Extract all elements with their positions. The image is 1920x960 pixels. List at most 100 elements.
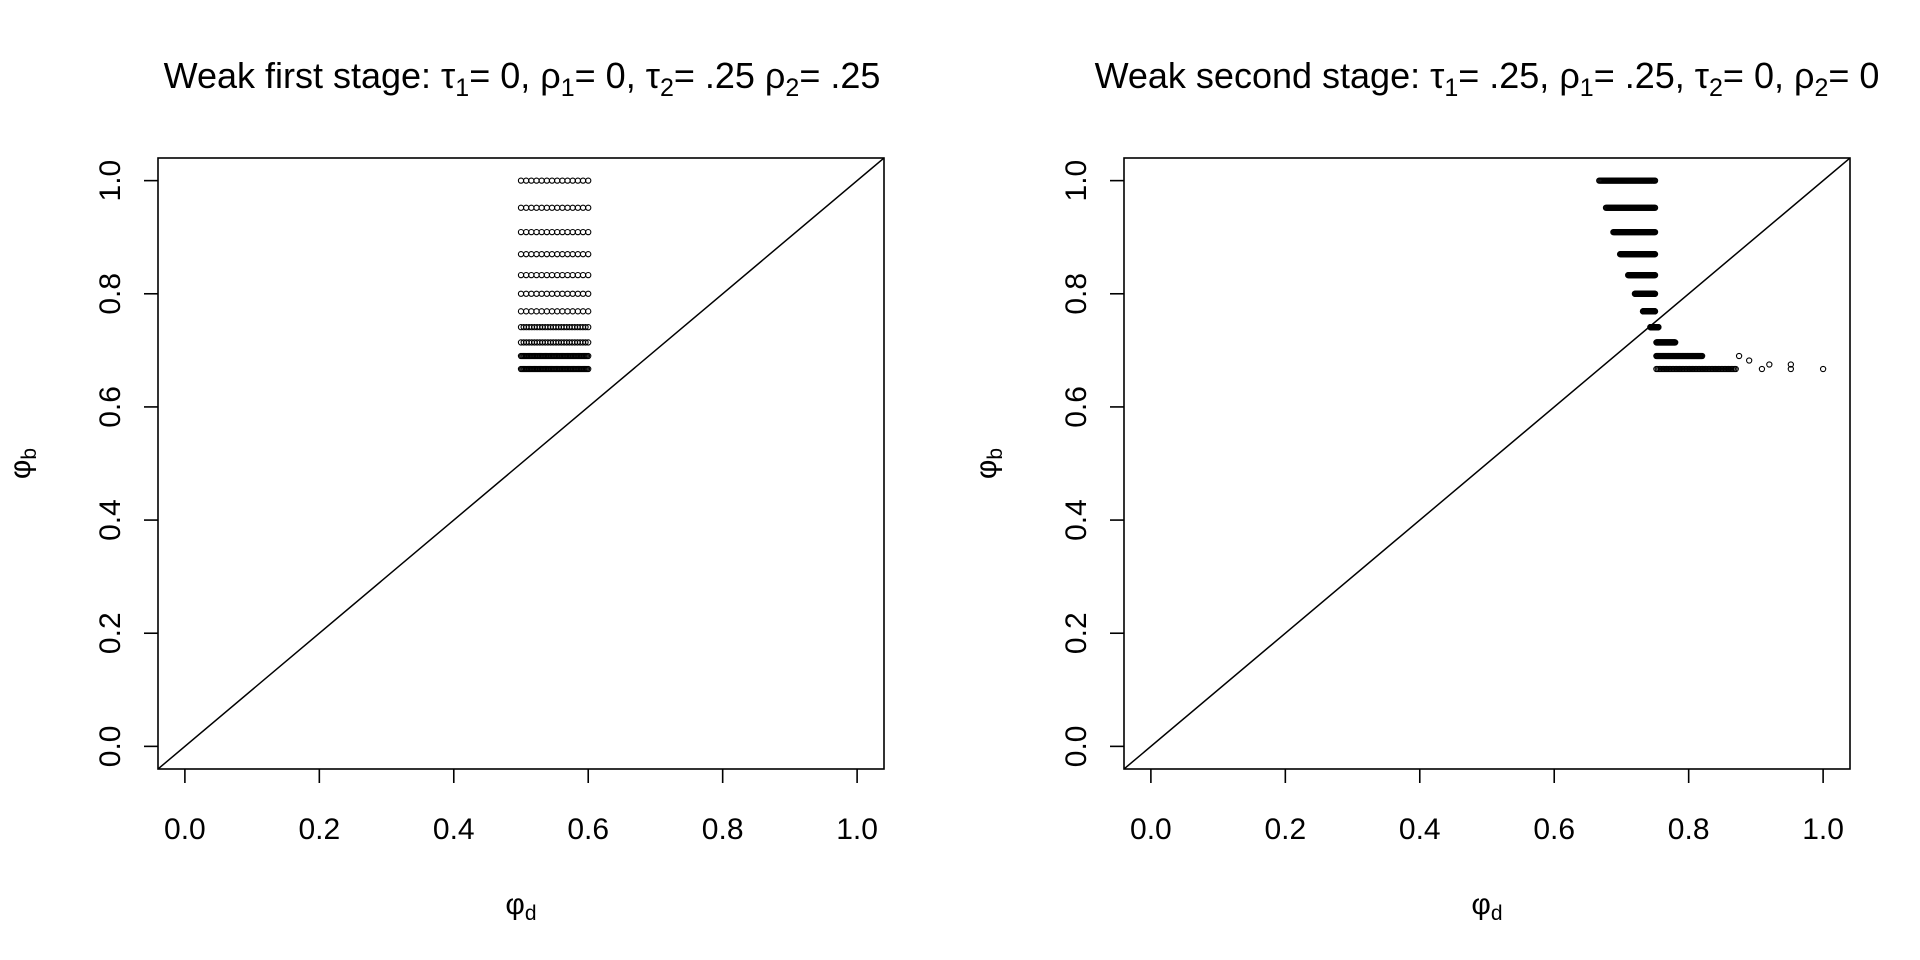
data-point <box>543 204 551 211</box>
data-point <box>1651 308 1659 315</box>
panel-weak-second-stage: Weak second stage: τ1= .25, ρ1= .25, τ2=… <box>970 55 1879 925</box>
data-point <box>579 204 587 211</box>
title-symbol: τ <box>646 55 660 96</box>
data-point <box>559 290 566 297</box>
title-symbol: τ <box>441 55 455 96</box>
data-point <box>585 271 592 279</box>
data-point <box>559 308 566 315</box>
y-tick-label: 1.0 <box>1060 160 1093 202</box>
data-point <box>574 251 582 258</box>
data-point <box>574 204 582 211</box>
data-point <box>517 204 525 211</box>
data-point <box>517 177 525 184</box>
title-subscript: 1 <box>561 74 575 102</box>
data-point <box>548 290 556 297</box>
data-point <box>528 228 535 236</box>
data-point <box>528 251 535 258</box>
data-point <box>1651 228 1659 236</box>
data-point <box>517 271 525 279</box>
x-label-subscript: d <box>1491 902 1503 925</box>
data-point <box>554 308 561 315</box>
y-tick-label: 0.6 <box>94 386 127 428</box>
title-value: = .25, <box>1458 55 1559 96</box>
title-subscript: 1 <box>455 74 469 102</box>
x-tick-label: 0.6 <box>567 813 609 846</box>
x-tick-label: 0.8 <box>702 813 744 846</box>
title-symbol: ρ <box>765 55 785 96</box>
panel-weak-first-stage: Weak first stage: τ1= 0, ρ1= 0, τ2= .25 … <box>4 55 885 925</box>
x-tick-label: 1.0 <box>836 813 878 846</box>
data-point <box>538 204 545 211</box>
data-point <box>533 251 540 258</box>
data-point <box>579 228 587 236</box>
data-point <box>1758 365 1766 373</box>
data-point <box>569 271 576 279</box>
y-tick-label: 0.4 <box>94 499 127 541</box>
data-point <box>1735 352 1743 360</box>
data-point <box>517 290 525 297</box>
title-subscript: 2 <box>1709 74 1723 102</box>
data-point <box>1698 352 1706 360</box>
data-point <box>528 177 535 184</box>
data-point <box>533 204 540 211</box>
data-point <box>523 204 530 211</box>
data-point <box>574 228 582 236</box>
data-point <box>528 308 535 315</box>
data-point <box>1787 361 1794 368</box>
data-point <box>1766 361 1773 368</box>
data-point <box>559 228 566 236</box>
data-point <box>517 308 525 315</box>
data-point <box>543 308 551 315</box>
data-point <box>574 177 582 184</box>
chart-title: Weak first stage: τ1= 0, ρ1= 0, τ2= .25 … <box>164 55 881 102</box>
data-point <box>564 290 571 297</box>
data-point <box>554 271 561 279</box>
data-point <box>564 271 571 279</box>
data-point <box>579 271 587 279</box>
data-point <box>1651 204 1659 211</box>
data-point <box>538 177 545 184</box>
data-point <box>543 251 551 258</box>
data-point <box>564 177 571 184</box>
data-point <box>559 177 566 184</box>
data-point <box>523 228 530 236</box>
data-point <box>533 271 540 279</box>
y-tick-label: 0.6 <box>1060 386 1093 428</box>
data-point <box>574 271 582 279</box>
data-point <box>523 271 530 279</box>
title-value: = 0, <box>469 55 540 96</box>
data-point <box>554 228 561 236</box>
data-point <box>528 290 535 297</box>
title-symbol: ρ <box>1559 55 1579 96</box>
data-point <box>585 339 592 346</box>
x-tick-label: 0.8 <box>1668 813 1710 846</box>
data-point <box>543 290 551 297</box>
title-symbol: ρ <box>1794 55 1814 96</box>
title-value: = .25 <box>799 55 880 96</box>
data-point <box>559 271 566 279</box>
data-point <box>548 308 556 315</box>
x-tick-label: 0.2 <box>298 813 340 846</box>
data-point <box>528 271 535 279</box>
data-point <box>585 251 592 258</box>
data-point <box>1651 177 1659 184</box>
data-point <box>579 177 587 184</box>
x-tick-label: 1.0 <box>1802 813 1844 846</box>
y-label-symbol: φ <box>970 460 1003 479</box>
y-axis-label: φb <box>4 448 41 479</box>
x-tick-label: 0.0 <box>1130 813 1172 846</box>
x-tick-label: 0.0 <box>164 813 206 846</box>
title-symbol: τ <box>1430 55 1444 96</box>
title-subscript: 2 <box>1814 74 1828 102</box>
data-point <box>564 251 571 258</box>
x-label-symbol: φ <box>1471 888 1490 921</box>
data-point <box>538 290 545 297</box>
x-axis-label: φd <box>1471 888 1502 925</box>
data-point <box>538 228 545 236</box>
data-point <box>1732 365 1739 373</box>
data-point <box>559 204 566 211</box>
data-point <box>533 228 540 236</box>
data-point <box>1746 357 1753 364</box>
data-point <box>585 290 592 297</box>
